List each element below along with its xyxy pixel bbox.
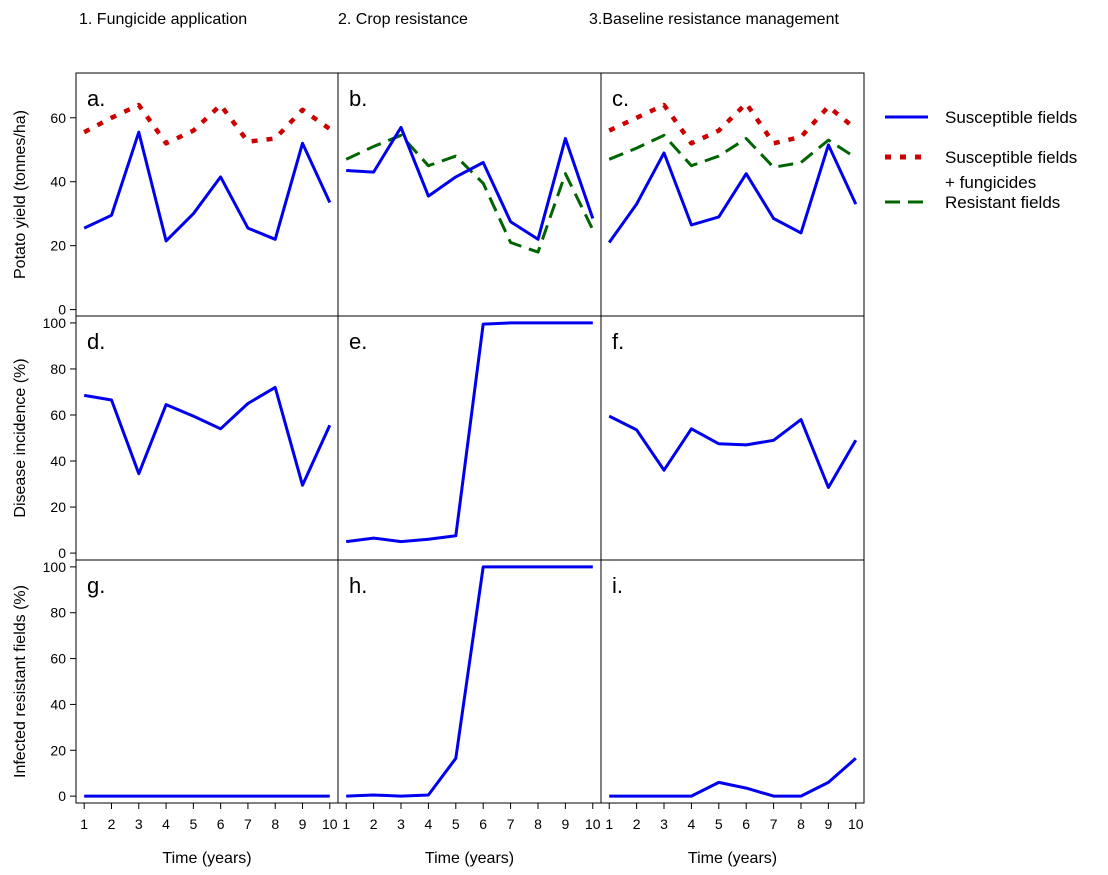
y-tick-label-g-0: 0	[58, 788, 66, 804]
y-tick-label-d-100: 100	[43, 315, 67, 331]
x-tick-label-h-2: 2	[370, 816, 378, 832]
x-tick-label-i-5: 5	[715, 816, 723, 832]
x-tick-label-g-3: 3	[135, 816, 143, 832]
series-line-d-solid	[83, 385, 332, 487]
x-tick-label-g-4: 4	[162, 816, 170, 832]
x-tick-label-i-4: 4	[688, 816, 696, 832]
x-tick-label-g-6: 6	[217, 816, 225, 832]
series-line-i-solid	[609, 757, 857, 798]
x-tick-label-h-7: 7	[507, 816, 515, 832]
panel-label-d: d.	[87, 329, 105, 354]
x-tick-label-h-4: 4	[425, 816, 433, 832]
panel-label-c: c.	[612, 86, 629, 111]
panel-frame-b	[337, 72, 602, 317]
x-tick-label-i-9: 9	[824, 816, 832, 832]
panel-label-g: g.	[87, 573, 105, 598]
legend-label-dashed-0: Resistant fields	[945, 193, 1060, 212]
y-tick-label-d-80: 80	[50, 361, 66, 377]
panel-label-a: a.	[87, 86, 105, 111]
x-tick-label-g-8: 8	[271, 816, 279, 832]
legend-label-dotted-0: Susceptible fields	[945, 148, 1077, 167]
x-tick-label-g-2: 2	[108, 816, 116, 832]
series-line-h-solid	[346, 565, 593, 798]
x-tick-label-i-7: 7	[770, 816, 778, 832]
legend-label-solid-0: Susceptible fields	[945, 108, 1077, 127]
y-axis-label-row-1: Potato yield (tonnes/ha)	[12, 110, 29, 279]
x-tick-label-g-9: 9	[299, 816, 307, 832]
x-tick-label-i-10: 10	[848, 816, 864, 832]
y-tick-label-d-40: 40	[50, 453, 66, 469]
y-tick-label-g-60: 60	[50, 651, 66, 667]
y-tick-label-g-20: 20	[50, 742, 66, 758]
series-line-c-dashed	[608, 133, 857, 169]
x-tick-label-i-2: 2	[633, 816, 641, 832]
x-tick-label-h-3: 3	[397, 816, 405, 832]
x-tick-label-i-3: 3	[660, 816, 668, 832]
panel-frame-h	[337, 559, 602, 804]
panel-label-e: e.	[349, 329, 367, 354]
panel-label-h: h.	[349, 573, 367, 598]
y-tick-label-a-40: 40	[50, 174, 66, 190]
x-tick-label-i-6: 6	[742, 816, 750, 832]
series-line-b-solid	[346, 125, 595, 241]
series-line-a-dotted	[83, 102, 332, 146]
x-tick-label-g-7: 7	[244, 816, 252, 832]
panel-frame-g	[75, 559, 339, 804]
column-title-fungicide: 1. Fungicide application	[79, 11, 247, 28]
x-tick-label-i-1: 1	[605, 816, 613, 832]
x-tick-label-g-10: 10	[322, 816, 338, 832]
y-tick-label-d-0: 0	[58, 545, 66, 561]
panel-frame-i	[600, 559, 865, 804]
y-tick-label-g-40: 40	[50, 696, 66, 712]
x-tick-label-g-5: 5	[189, 816, 197, 832]
x-tick-label-h-1: 1	[342, 816, 350, 832]
y-axis-label-row-3: Infected resistant fields (%)	[12, 585, 29, 778]
y-tick-label-d-20: 20	[50, 499, 66, 515]
x-axis-label-col-3: Time (years)	[688, 850, 777, 867]
series-line-e-solid	[346, 321, 593, 544]
panel-label-i: i.	[612, 573, 623, 598]
panel-label-f: f.	[612, 329, 624, 354]
x-tick-label-g-1: 1	[80, 816, 88, 832]
y-tick-label-a-20: 20	[50, 238, 66, 254]
x-tick-label-h-6: 6	[479, 816, 487, 832]
series-line-c-dotted	[608, 101, 858, 146]
x-tick-label-h-10: 10	[585, 816, 601, 832]
x-tick-label-h-9: 9	[561, 816, 569, 832]
legend-label-dotted-1: + fungicides	[945, 173, 1036, 192]
series-line-f-solid	[608, 414, 858, 489]
x-axis-label-col-1: Time (years)	[162, 850, 251, 867]
y-axis-label-row-2: Disease incidence (%)	[12, 358, 29, 517]
y-tick-label-g-100: 100	[43, 559, 67, 575]
x-axis-label-col-2: Time (years)	[425, 850, 514, 867]
y-tick-label-a-0: 0	[58, 302, 66, 318]
x-tick-label-h-8: 8	[534, 816, 542, 832]
x-tick-label-h-5: 5	[452, 816, 460, 832]
series-line-c-solid	[607, 143, 858, 244]
panel-frame-d	[75, 315, 339, 561]
series-line-b-dashed	[345, 133, 595, 254]
panel-label-b: b.	[349, 86, 367, 111]
series-line-a-solid	[83, 130, 332, 243]
column-title-crop-resistance: 2. Crop resistance	[338, 11, 468, 28]
y-tick-label-a-60: 60	[50, 110, 66, 126]
y-tick-label-d-60: 60	[50, 407, 66, 423]
y-tick-label-g-80: 80	[50, 605, 66, 621]
column-title-baseline: 3.Baseline resistance management	[589, 11, 839, 28]
x-tick-label-i-8: 8	[797, 816, 805, 832]
